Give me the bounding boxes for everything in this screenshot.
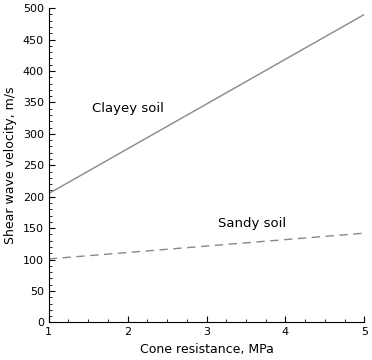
- Text: Sandy soil: Sandy soil: [218, 217, 286, 230]
- X-axis label: Cone resistance, MPa: Cone resistance, MPa: [140, 343, 273, 356]
- Y-axis label: Shear wave velocity, m/s: Shear wave velocity, m/s: [4, 86, 17, 244]
- Text: Clayey soil: Clayey soil: [92, 102, 164, 115]
